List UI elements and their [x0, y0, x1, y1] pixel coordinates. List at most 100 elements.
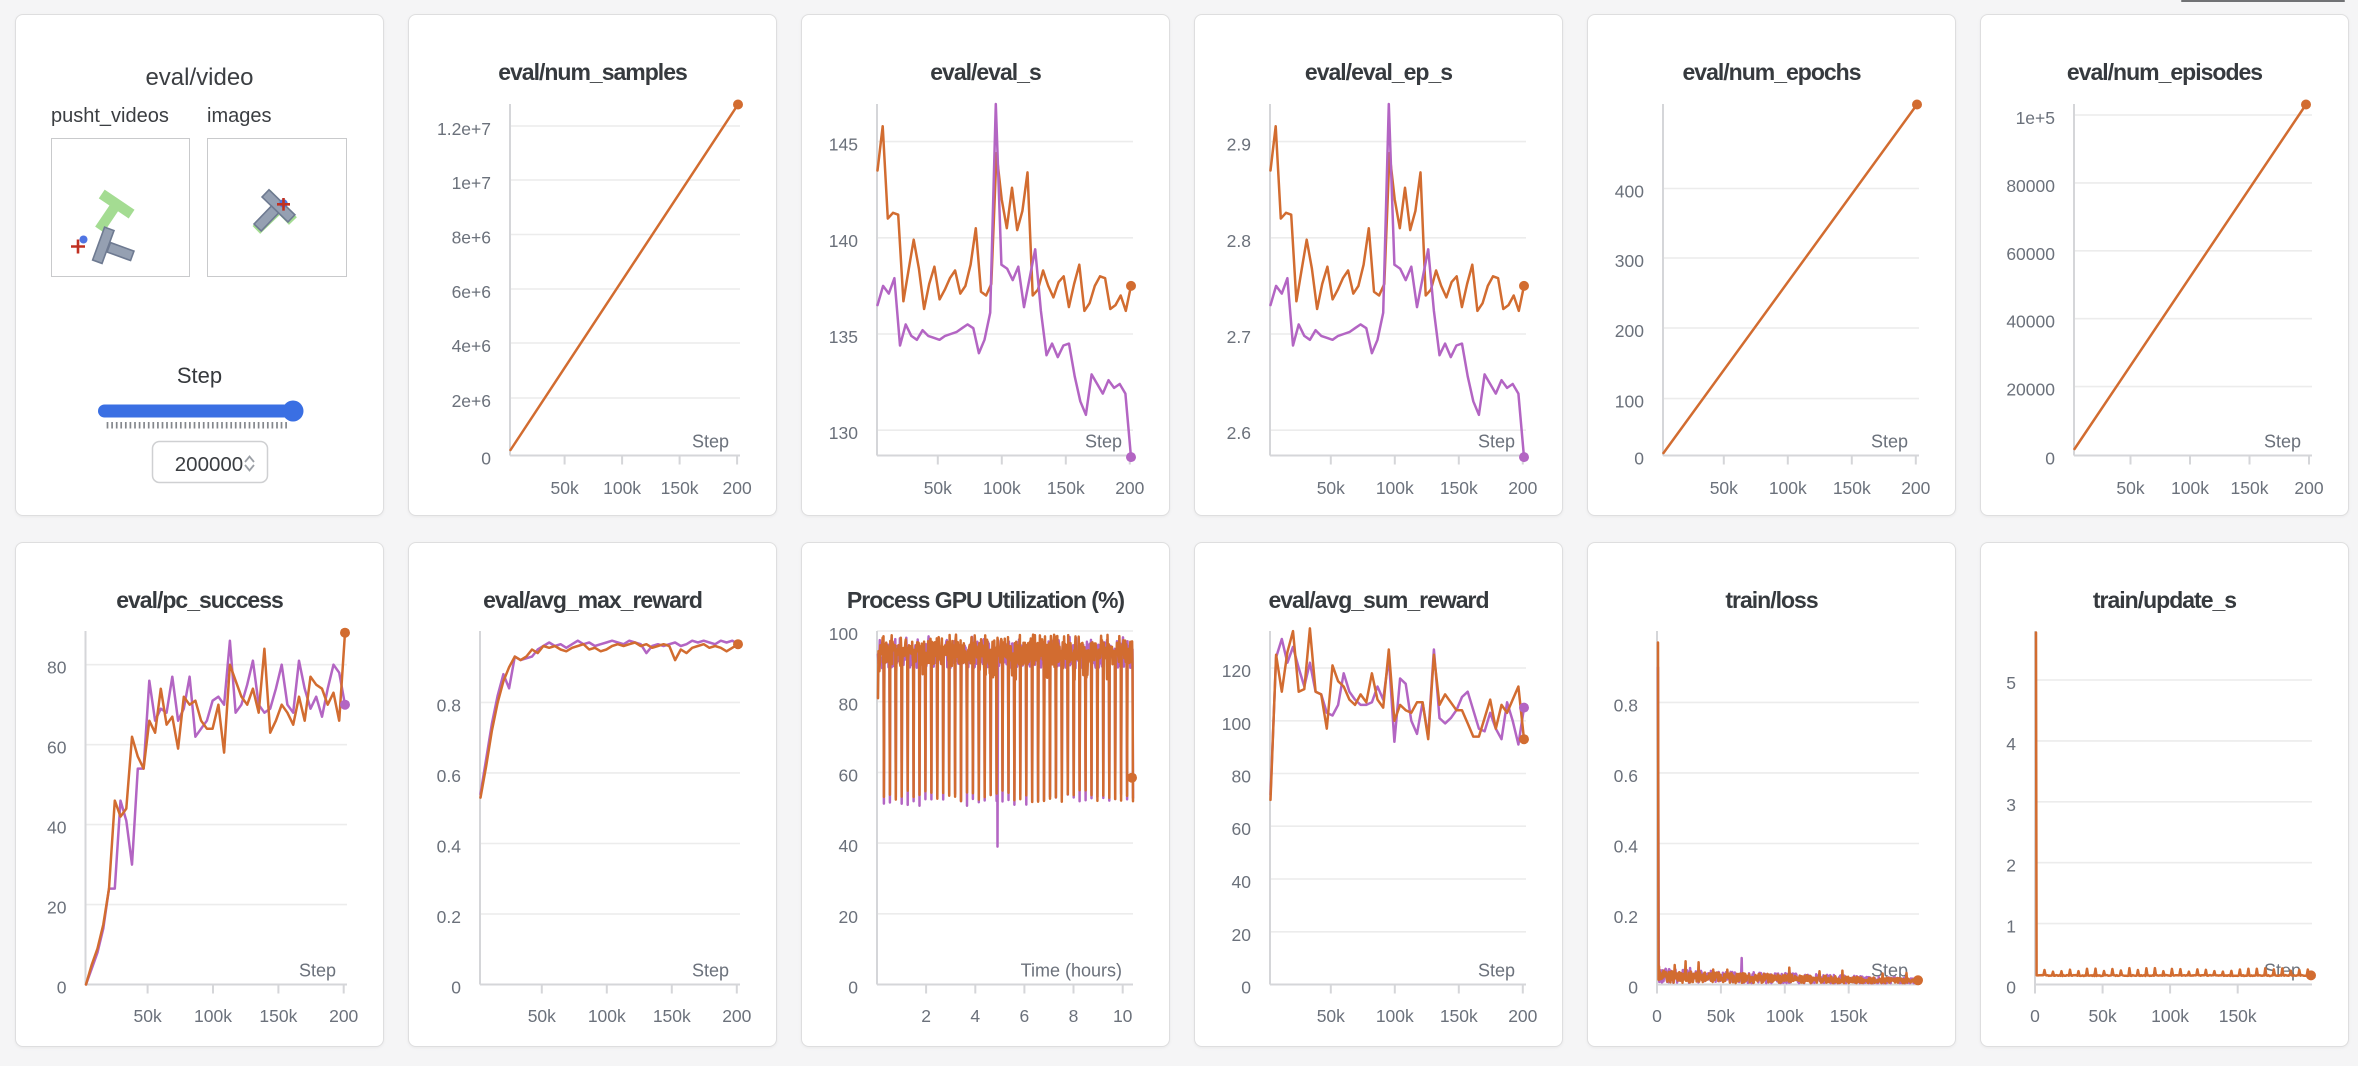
svg-text:20: 20: [839, 907, 859, 927]
svg-text:60000: 60000: [2006, 244, 2055, 264]
svg-text:100k: 100k: [2151, 1006, 2189, 1026]
svg-text:200: 200: [329, 1006, 358, 1026]
svg-text:6: 6: [1020, 1006, 1030, 1026]
svg-text:100: 100: [1615, 392, 1644, 412]
svg-text:Step: Step: [1871, 961, 1908, 981]
svg-text:10: 10: [1113, 1006, 1133, 1026]
svg-text:200: 200: [1508, 1006, 1537, 1026]
svg-text:2: 2: [921, 1006, 931, 1026]
svg-text:train/loss: train/loss: [1725, 587, 1817, 613]
svg-text:140: 140: [829, 231, 858, 251]
svg-text:0: 0: [1634, 449, 1644, 469]
svg-text:80: 80: [1232, 767, 1252, 787]
svg-text:0: 0: [1628, 978, 1638, 998]
svg-text:2.8: 2.8: [1227, 231, 1251, 251]
svg-text:130: 130: [829, 423, 858, 443]
svg-text:pusht_videos: pusht_videos: [51, 105, 169, 127]
svg-text:80: 80: [47, 658, 67, 678]
svg-text:1e+5: 1e+5: [2016, 108, 2055, 128]
svg-text:150k: 150k: [1047, 478, 1085, 498]
svg-text:2: 2: [2006, 856, 2016, 876]
svg-text:50k: 50k: [1317, 478, 1345, 498]
svg-text:1.2e+7: 1.2e+7: [437, 119, 491, 139]
svg-text:Time (hours): Time (hours): [1021, 961, 1122, 981]
svg-text:400: 400: [1615, 182, 1644, 202]
svg-text:eval/num_episodes: eval/num_episodes: [2067, 59, 2262, 85]
svg-text:100k: 100k: [1376, 478, 1414, 498]
svg-text:1: 1: [2006, 917, 2016, 937]
svg-text:50k: 50k: [2088, 1006, 2116, 1026]
svg-text:2.9: 2.9: [1227, 135, 1251, 155]
svg-text:20: 20: [47, 898, 67, 918]
svg-text:150k: 150k: [2231, 478, 2269, 498]
svg-text:0: 0: [848, 978, 858, 998]
svg-text:3: 3: [2006, 795, 2016, 815]
svg-text:train/update_s: train/update_s: [2093, 587, 2236, 613]
svg-text:150k: 150k: [1833, 478, 1871, 498]
svg-text:40: 40: [1232, 872, 1252, 892]
svg-text:eval/num_epochs: eval/num_epochs: [1682, 59, 1860, 85]
svg-text:135: 135: [829, 327, 858, 347]
svg-text:80: 80: [839, 695, 859, 715]
svg-text:eval/avg_max_reward: eval/avg_max_reward: [483, 587, 702, 613]
svg-text:50k: 50k: [1707, 1006, 1735, 1026]
svg-text:4: 4: [970, 1006, 980, 1026]
svg-text:100k: 100k: [2171, 478, 2209, 498]
svg-text:50k: 50k: [1317, 1006, 1345, 1026]
svg-text:5: 5: [2006, 673, 2016, 693]
svg-text:2.7: 2.7: [1227, 327, 1251, 347]
svg-text:eval/num_samples: eval/num_samples: [498, 59, 687, 85]
svg-text:150k: 150k: [2219, 1006, 2257, 1026]
svg-text:50k: 50k: [550, 478, 578, 498]
svg-text:Step: Step: [692, 961, 729, 981]
svg-text:2e+6: 2e+6: [452, 391, 491, 411]
svg-text:eval/video: eval/video: [145, 64, 253, 91]
svg-text:0: 0: [481, 449, 491, 469]
svg-text:50k: 50k: [2116, 478, 2144, 498]
svg-text:0.4: 0.4: [437, 837, 462, 857]
svg-text:100k: 100k: [603, 478, 641, 498]
svg-text:1e+7: 1e+7: [452, 173, 491, 193]
svg-text:Step: Step: [1478, 432, 1515, 452]
svg-text:40: 40: [839, 836, 859, 856]
svg-text:0: 0: [1652, 1006, 1662, 1026]
svg-text:50k: 50k: [924, 478, 952, 498]
svg-text:Process GPU Utilization (%): Process GPU Utilization (%): [847, 587, 1125, 613]
svg-text:50k: 50k: [528, 1006, 556, 1026]
svg-text:4e+6: 4e+6: [452, 336, 491, 356]
svg-text:150k: 150k: [1440, 478, 1478, 498]
svg-text:6e+6: 6e+6: [452, 282, 491, 302]
svg-text:0.8: 0.8: [437, 695, 461, 715]
svg-text:100k: 100k: [1376, 1006, 1414, 1026]
svg-text:4: 4: [2006, 734, 2016, 754]
svg-text:2.6: 2.6: [1227, 423, 1251, 443]
svg-text:20000: 20000: [2006, 380, 2055, 400]
svg-text:0.8: 0.8: [1614, 695, 1638, 715]
svg-text:0.4: 0.4: [1614, 837, 1639, 857]
svg-text:0: 0: [1241, 978, 1251, 998]
svg-text:eval/pc_success: eval/pc_success: [116, 587, 283, 613]
svg-text:200000: 200000: [175, 453, 243, 476]
svg-text:120: 120: [1222, 661, 1251, 681]
svg-text:100k: 100k: [1769, 478, 1807, 498]
svg-text:80000: 80000: [2006, 176, 2055, 196]
svg-text:145: 145: [829, 135, 858, 155]
svg-text:50k: 50k: [1710, 478, 1738, 498]
svg-text:Step: Step: [1085, 432, 1122, 452]
svg-text:Step: Step: [1871, 432, 1908, 452]
svg-text:200: 200: [1615, 321, 1644, 341]
svg-text:Step: Step: [1478, 961, 1515, 981]
svg-text:0: 0: [2006, 978, 2016, 998]
svg-text:200: 200: [722, 478, 751, 498]
svg-text:100k: 100k: [588, 1006, 626, 1026]
svg-text:100k: 100k: [194, 1006, 232, 1026]
svg-text:60: 60: [839, 765, 859, 785]
svg-text:100k: 100k: [983, 478, 1021, 498]
svg-text:150k: 150k: [1440, 1006, 1478, 1026]
svg-text:0: 0: [451, 978, 461, 998]
svg-text:0: 0: [2030, 1006, 2040, 1026]
svg-text:eval/eval_s: eval/eval_s: [930, 59, 1041, 85]
svg-text:50k: 50k: [133, 1006, 161, 1026]
svg-text:0: 0: [57, 978, 67, 998]
svg-text:300: 300: [1615, 251, 1644, 271]
